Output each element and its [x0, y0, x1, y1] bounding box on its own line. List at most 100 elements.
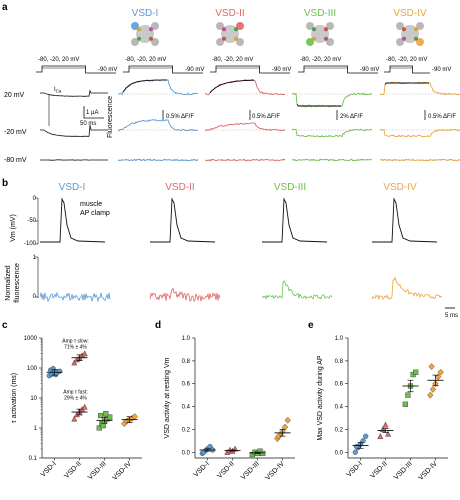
data-point — [53, 372, 59, 378]
x-tick-label: VSD-III — [87, 460, 108, 481]
channel-subunit — [312, 27, 316, 32]
annotation-slow-line-1: Amp τ slow: — [62, 339, 88, 345]
voltage-label-20: 20 mV — [4, 92, 25, 99]
channel-vsd-domain — [236, 22, 244, 30]
y-axis-label: Max VSD activity during AP — [317, 355, 324, 441]
data-point — [201, 449, 207, 455]
scale-df-vsd2: 0.5% ΔF/F — [252, 114, 280, 120]
channel-subunit — [402, 36, 406, 41]
channel-vsd-domain — [216, 22, 224, 30]
data-point — [57, 368, 63, 374]
y-tick-label: 1.0 — [182, 336, 191, 342]
ica-label: ICa — [54, 87, 62, 94]
ap-label-2: AP clamp — [80, 210, 110, 217]
current-scale-bar — [83, 106, 104, 119]
fluorescence-axis-label: Fluorescence — [107, 96, 114, 138]
panel-b-title-vsd1: VSD-I — [59, 182, 86, 193]
y-tick-label: 1000 — [24, 336, 38, 342]
fluor-axis-label-1: Normalized — [5, 265, 12, 301]
panel-c-letter: c — [2, 320, 8, 331]
panel-a-letter: a — [2, 2, 8, 13]
protocol-hold-3: -90 mV — [360, 67, 379, 73]
panel-a-traces — [40, 78, 460, 162]
channel-subunit — [137, 27, 141, 32]
vm-tick-minus100: -100 — [24, 241, 37, 247]
panel-a-title-vsd1: VSD-I — [132, 8, 159, 19]
channel-vsd-domain — [396, 22, 404, 30]
y-tick-label: 0.0 — [335, 450, 344, 456]
current-trace-20mv — [40, 89, 108, 97]
voltage-protocol — [298, 65, 378, 74]
y-tick-label: 0.8 — [182, 359, 191, 365]
fluorescence-response-trace — [371, 276, 443, 301]
y-tick-label: 0.0 — [182, 450, 191, 456]
series-VSD-IV — [427, 363, 444, 399]
data-point — [81, 350, 88, 357]
channel-icon — [131, 22, 159, 46]
fit-curve — [122, 79, 167, 93]
data-point — [73, 411, 80, 418]
scale-time-label: 50 ms — [80, 121, 96, 127]
channel-structure-icons — [131, 22, 424, 46]
scale-df-vsd4: 0.5% ΔF/F — [428, 114, 456, 120]
channel-vsd-domain — [151, 22, 159, 30]
scale-df-vsd1: 0.5% ΔF/F — [166, 114, 194, 120]
data-point — [360, 438, 366, 444]
y-tick-label: 0.6 — [335, 382, 344, 388]
fluorescence-trace — [291, 128, 373, 138]
protocol-label-1: -80, -20, 20 mV — [125, 57, 166, 63]
voltage-protocol — [210, 65, 290, 74]
channel-subunit — [149, 36, 153, 41]
data-point — [429, 386, 437, 393]
channel-vsd-domain — [236, 38, 244, 46]
y-tick-label: 1 — [34, 426, 38, 432]
fluor-tick-1: 1 — [33, 255, 37, 261]
channel-vsd-domain — [306, 22, 314, 30]
channel-icon — [396, 22, 424, 46]
protocol-hold-4: -90 mV — [432, 67, 451, 73]
channel-subunit — [324, 36, 328, 41]
ap-label-1: muscle — [80, 201, 102, 208]
channel-icon — [216, 22, 244, 46]
channel-subunit — [222, 36, 226, 41]
data-point — [97, 412, 104, 419]
y-tick-label: 0.2 — [335, 427, 344, 433]
series-VSD-II — [224, 445, 241, 455]
series-VSD-III — [96, 411, 113, 431]
x-tick-label: VSD-IV — [417, 460, 439, 482]
data-point — [71, 359, 78, 366]
channel-vsd-domain — [416, 38, 424, 46]
channel-vsd-domain — [416, 22, 424, 30]
data-point — [437, 368, 444, 376]
chart-d: 0.0 0.2 0.4 0.6 0.8 1.0 VSD activity at restin… — [164, 336, 295, 482]
channel-vsd-domain — [131, 22, 139, 30]
panel-b-title-vsd2: VSD-II — [165, 182, 194, 193]
protocol-label-3: -80, -20, 20 mV — [300, 57, 341, 63]
channel-vsd-domain — [131, 38, 139, 46]
panel-a-title-vsd4: VSD-IV — [393, 8, 427, 19]
x-tick-label: VSD-II — [63, 460, 83, 480]
panel-a-title-vsd3: VSD-III — [304, 8, 336, 19]
summary-charts: c d e 0.1 1 10 100 1000 τ activation (ms) VSD-… — [2, 320, 448, 482]
ap-trace — [262, 197, 328, 243]
panel-b-traces — [35, 197, 455, 309]
panel-b-title-vsd4: VSD-IV — [383, 182, 417, 193]
data-point — [71, 415, 78, 422]
channel-vsd-domain — [216, 38, 224, 46]
fluorescence-trace — [291, 92, 373, 108]
series-VSD-I — [352, 433, 369, 455]
data-point — [382, 421, 389, 428]
channel-subunit — [414, 36, 418, 41]
channel-icon — [306, 22, 334, 46]
vm-axis-label: Vm (mV) — [10, 214, 17, 242]
channel-subunit — [414, 27, 418, 32]
voltage-label-minus20: -20 mV — [4, 129, 27, 136]
y-tick-label: 1.0 — [335, 336, 344, 342]
fluorescence-trace — [379, 158, 460, 162]
panel-b-title-vsd3: VSD-III — [274, 182, 306, 193]
fluorescence-trace — [204, 122, 286, 132]
ap-trace — [40, 197, 106, 243]
channel-vsd-domain — [306, 38, 314, 46]
protocol-label-4: -80, -20, 20 mV — [386, 57, 427, 63]
protocol-hold-2: -90 mV — [272, 67, 291, 73]
